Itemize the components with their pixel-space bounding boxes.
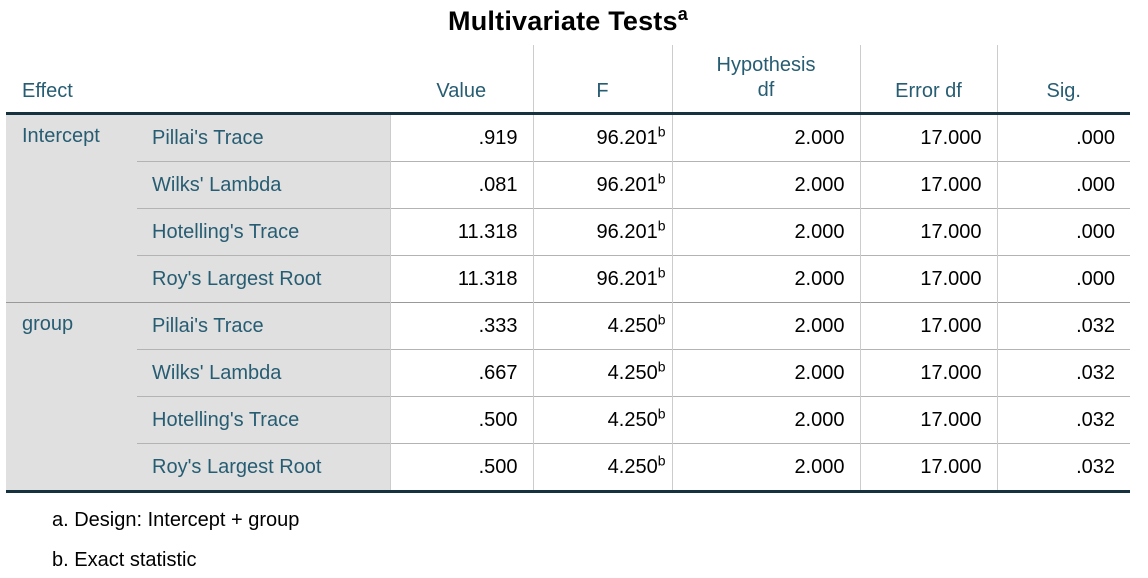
f-footnote-marker: b xyxy=(657,263,666,280)
sig-cell: .000 xyxy=(996,113,1130,162)
hypothesis-df-cell: 2.000 xyxy=(671,349,860,397)
table-row: Roy's Largest Root .500 4.250b 2.000 17.… xyxy=(6,443,1130,492)
table-row: Intercept Pillai's Trace .919 96.201b 2.… xyxy=(6,113,1130,303)
column-header-f: F xyxy=(532,45,672,115)
sig-cell: .032 xyxy=(996,443,1130,492)
error-df-cell: 17.000 xyxy=(859,113,997,162)
f-footnote-marker: b xyxy=(657,404,666,421)
test-name: Wilks' Lambda xyxy=(137,349,390,397)
error-df-cell: 17.000 xyxy=(859,161,997,209)
table-row: Hotelling's Trace 11.318 96.201b 2.000 1… xyxy=(6,208,1130,256)
table-row: Roy's Largest Root 11.318 96.201b 2.000 … xyxy=(6,255,1130,303)
f-footnote-marker: b xyxy=(657,216,666,233)
column-header-hypothesis-df: Hypothesis df xyxy=(671,45,860,115)
hypothesis-df-cell: 2.000 xyxy=(671,443,860,492)
value-cell: .667 xyxy=(389,349,533,397)
f-footnote-marker: b xyxy=(657,357,666,374)
error-df-cell: 17.000 xyxy=(859,255,997,303)
value-cell: .500 xyxy=(389,443,533,492)
error-df-cell: 17.000 xyxy=(859,302,997,350)
hypothesis-df-cell: 2.000 xyxy=(671,113,860,162)
table-row: group Pillai's Trace .333 4.250b 2.000 1… xyxy=(6,302,1130,492)
value-cell: 11.318 xyxy=(389,255,533,303)
sig-cell: .000 xyxy=(996,208,1130,256)
footnote-a: a. Design: Intercept + group xyxy=(52,509,300,531)
f-cell: 96.201b xyxy=(532,255,672,303)
f-cell: 4.250b xyxy=(532,396,672,444)
hypothesis-df-cell: 2.000 xyxy=(671,161,860,209)
value-cell: .500 xyxy=(389,396,533,444)
table-row: Wilks' Lambda .081 96.201b 2.000 17.000 … xyxy=(6,161,1130,209)
table-title: Multivariate Testsa xyxy=(6,4,1130,37)
test-name: Pillai's Trace xyxy=(137,113,390,162)
error-df-cell: 17.000 xyxy=(859,208,997,256)
multivariate-tests-table: Effect Value F Hypothesis df Error df Si… xyxy=(6,45,1130,493)
f-footnote-marker: b xyxy=(657,169,666,186)
test-name: Hotelling's Trace xyxy=(137,208,390,256)
hypothesis-df-cell: 2.000 xyxy=(671,396,860,444)
sig-cell: .032 xyxy=(996,302,1130,350)
effect-label: Intercept xyxy=(6,113,137,303)
test-name: Roy's Largest Root xyxy=(137,443,390,492)
test-name: Pillai's Trace xyxy=(137,302,390,350)
value-cell: .333 xyxy=(389,302,533,350)
test-name: Roy's Largest Root xyxy=(137,255,390,303)
test-name: Hotelling's Trace xyxy=(137,396,390,444)
f-cell: 4.250b xyxy=(532,302,672,350)
table-footnotes: a. Design: Intercept + group b. Exact st… xyxy=(52,509,1148,572)
value-cell: 11.318 xyxy=(389,208,533,256)
column-header-effect: Effect xyxy=(6,45,390,115)
hypothesis-df-cell: 2.000 xyxy=(671,255,860,303)
footnote-b: b. Exact statistic xyxy=(52,549,197,571)
table-row: Wilks' Lambda .667 4.250b 2.000 17.000 .… xyxy=(6,349,1130,397)
column-header-value: Value xyxy=(390,45,533,115)
f-cell: 96.201b xyxy=(532,113,672,162)
error-df-cell: 17.000 xyxy=(859,443,997,492)
f-cell: 96.201b xyxy=(532,208,672,256)
f-footnote-marker: b xyxy=(657,451,666,468)
value-cell: .081 xyxy=(389,161,533,209)
sig-cell: .000 xyxy=(996,161,1130,209)
f-footnote-marker: b xyxy=(657,122,666,139)
table-title-text: Multivariate Tests xyxy=(448,6,678,36)
column-header-error-df: Error df xyxy=(859,45,997,115)
error-df-cell: 17.000 xyxy=(859,349,997,397)
effect-label: group xyxy=(6,302,137,492)
sig-cell: .032 xyxy=(996,396,1130,444)
table-row: Hotelling's Trace .500 4.250b 2.000 17.0… xyxy=(6,396,1130,444)
hypothesis-df-cell: 2.000 xyxy=(671,302,860,350)
hypothesis-df-cell: 2.000 xyxy=(671,208,860,256)
header-row: Effect Value F Hypothesis df Error df Si… xyxy=(6,45,1130,115)
error-df-cell: 17.000 xyxy=(859,396,997,444)
test-name: Wilks' Lambda xyxy=(137,161,390,209)
f-footnote-marker: b xyxy=(657,310,666,327)
sig-cell: .032 xyxy=(996,349,1130,397)
table-title-footnote-marker: a xyxy=(677,4,688,24)
f-cell: 4.250b xyxy=(532,443,672,492)
value-cell: .919 xyxy=(389,113,533,162)
sig-cell: .000 xyxy=(996,255,1130,303)
column-header-sig: Sig. xyxy=(996,45,1130,115)
f-cell: 4.250b xyxy=(532,349,672,397)
f-cell: 96.201b xyxy=(532,161,672,209)
